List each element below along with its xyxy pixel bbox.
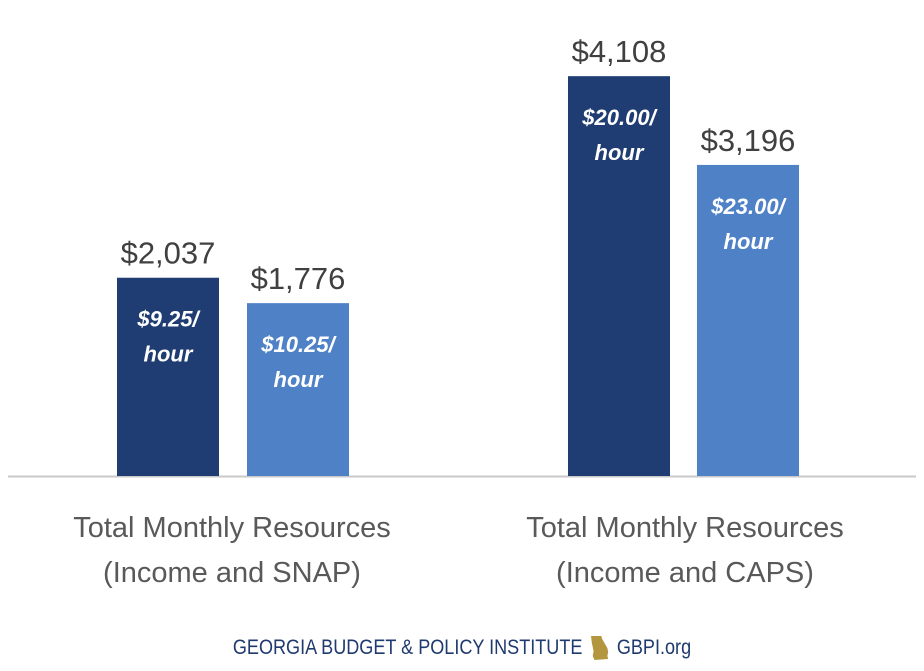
bar-inner-label: $9.25/	[136, 307, 201, 332]
bar-inner-label: hour	[144, 342, 194, 367]
website-link[interactable]: GBPI.org	[616, 636, 692, 659]
bar	[697, 164, 799, 476]
org-name: GEORGIA BUDGET & POLICY INSTITUTE	[232, 636, 583, 659]
category-label: Total Monthly Resources	[526, 512, 844, 544]
value-label: $4,108	[572, 34, 667, 69]
value-label: $2,037	[121, 236, 216, 271]
footer: GEORGIA BUDGET & POLICY INSTITUTE GBPI.o…	[65, 628, 860, 668]
category-label: (Income and CAPS)	[556, 557, 814, 589]
bar	[568, 76, 670, 476]
bar-inner-label: $23.00/	[710, 194, 787, 219]
value-label: $3,196	[701, 123, 796, 158]
category-label: Total Monthly Resources	[73, 512, 391, 544]
bar-inner-label: hour	[724, 229, 774, 254]
bar	[117, 277, 219, 476]
bar-inner-label: $10.25/	[260, 332, 337, 357]
bar	[247, 303, 349, 476]
bar-inner-label: hour	[595, 140, 645, 165]
category-label: (Income and SNAP)	[103, 557, 361, 589]
georgia-state-icon	[591, 636, 609, 660]
bar-inner-label: $20.00/	[581, 105, 658, 130]
bar-inner-label: hour	[274, 367, 324, 392]
value-label: $1,776	[251, 261, 346, 296]
